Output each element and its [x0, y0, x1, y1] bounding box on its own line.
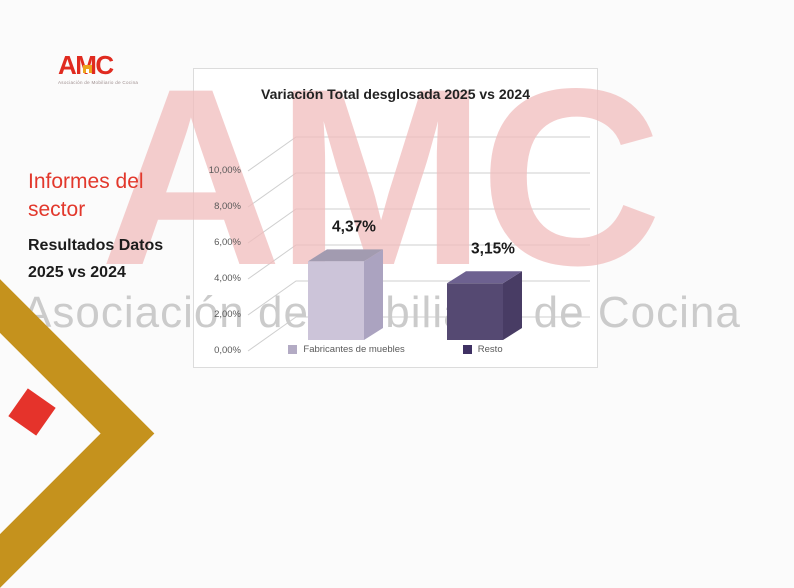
y-axis-tick-label: 4,00%	[214, 273, 241, 284]
y-axis-tick-label: 10,00%	[209, 165, 242, 176]
amc-logo: AMC Asociación de Mobiliario de Cocina	[58, 52, 198, 85]
bar-2-3d-column	[447, 271, 522, 340]
y-axis-tick-label: 8,00%	[214, 201, 241, 212]
legend-swatch-icon	[462, 345, 472, 354]
legend-item-2: Resto	[462, 344, 503, 355]
results-subtitle-line2: 2025 vs 2024	[28, 263, 126, 281]
left-panel: Informes del sector Resultados Datos 202…	[28, 168, 193, 286]
bar-value-label: 3,15%	[471, 240, 515, 257]
y-axis-tick-label: 0,00%	[214, 345, 241, 356]
bar-1-3d-column	[308, 249, 383, 340]
results-subtitle-line1: Resultados Datos	[28, 237, 164, 255]
amc-logo-text: AMC	[58, 52, 198, 78]
chart-plot-area	[193, 68, 598, 368]
legend-label: Resto	[477, 344, 503, 355]
chart-legend: Fabricantes de muebles Resto	[193, 344, 598, 355]
bar-value-label: 4,37%	[332, 218, 376, 235]
legend-swatch-icon	[288, 345, 298, 354]
chart-bars-layer: 0,00% 2,00% 4,00% 6,00% 8,00% 10,00% 4,37% 3,15…	[209, 165, 522, 356]
y-axis-tick-label: 2,00%	[214, 309, 241, 320]
amc-logo-subtext: Asociación de Mobiliario de Cocina	[58, 80, 139, 85]
y-axis-tick-label: 6,00%	[214, 237, 241, 248]
amc-logo-house-icon	[83, 65, 92, 73]
legend-label: Fabricantes de muebles	[303, 344, 405, 355]
legend-item-1: Fabricantes de muebles	[288, 344, 405, 355]
informes-sector-title: Informes del sector	[28, 170, 144, 221]
chart-title: Variación Total desglosada 2025 vs 2024	[261, 86, 530, 102]
